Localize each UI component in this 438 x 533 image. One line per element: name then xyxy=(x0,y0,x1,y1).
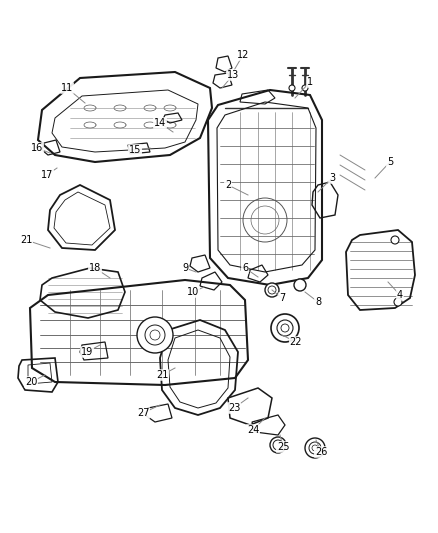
Circle shape xyxy=(289,85,295,91)
Text: 17: 17 xyxy=(41,170,53,180)
Circle shape xyxy=(391,236,399,244)
Text: 13: 13 xyxy=(227,70,239,80)
Text: 16: 16 xyxy=(31,143,43,153)
Circle shape xyxy=(312,445,318,451)
Text: 24: 24 xyxy=(247,425,259,435)
Text: 4: 4 xyxy=(397,290,403,300)
Circle shape xyxy=(145,325,165,345)
Text: 1: 1 xyxy=(307,77,313,87)
Circle shape xyxy=(273,440,283,450)
Text: 21: 21 xyxy=(20,235,32,245)
Text: 12: 12 xyxy=(237,50,249,60)
Circle shape xyxy=(277,320,293,336)
Circle shape xyxy=(305,438,325,458)
Circle shape xyxy=(137,317,173,353)
Text: 9: 9 xyxy=(182,263,188,273)
Circle shape xyxy=(265,283,279,297)
Text: 2: 2 xyxy=(225,180,231,190)
Circle shape xyxy=(281,324,289,332)
Circle shape xyxy=(302,85,308,91)
Text: 7: 7 xyxy=(279,293,285,303)
Circle shape xyxy=(270,437,286,453)
Text: 26: 26 xyxy=(315,447,327,457)
Circle shape xyxy=(394,298,402,306)
Text: 11: 11 xyxy=(61,83,73,93)
Text: 20: 20 xyxy=(25,377,37,387)
Text: 10: 10 xyxy=(187,287,199,297)
Text: 5: 5 xyxy=(387,157,393,167)
Circle shape xyxy=(294,279,306,291)
Text: 27: 27 xyxy=(137,408,149,418)
Circle shape xyxy=(309,442,321,454)
Circle shape xyxy=(150,330,160,340)
Text: 6: 6 xyxy=(242,263,248,273)
Text: 15: 15 xyxy=(129,145,141,155)
Circle shape xyxy=(268,286,276,294)
Text: 23: 23 xyxy=(228,403,240,413)
Text: 3: 3 xyxy=(329,173,335,183)
Text: 19: 19 xyxy=(81,347,93,357)
Text: 21: 21 xyxy=(156,370,168,380)
Text: 8: 8 xyxy=(315,297,321,307)
Text: 14: 14 xyxy=(154,118,166,128)
Text: 22: 22 xyxy=(290,337,302,347)
Text: 25: 25 xyxy=(277,442,289,452)
Text: 18: 18 xyxy=(89,263,101,273)
